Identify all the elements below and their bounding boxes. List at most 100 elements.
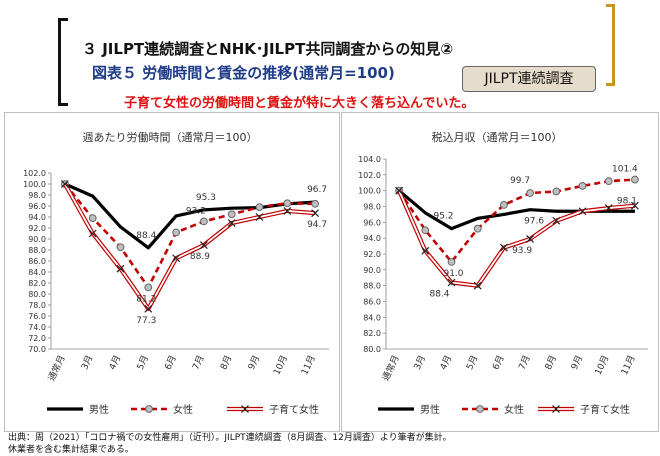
x-tick-label: 10月 xyxy=(271,354,290,377)
y-tick-label: 100.0 xyxy=(358,187,381,196)
point-female xyxy=(311,199,320,208)
point-female xyxy=(88,214,97,222)
y-tick-label: 102.0 xyxy=(358,171,381,180)
x-marker-stroke xyxy=(172,254,181,263)
point-childrearing xyxy=(421,246,430,255)
x-marker-stroke xyxy=(552,216,561,225)
x-tick-label: 通常月 xyxy=(45,353,67,383)
y-tick-label: 94.0 xyxy=(363,234,381,243)
x-marker-stroke xyxy=(255,213,264,221)
data-label: 94.7 xyxy=(307,220,327,230)
y-tick-label: 92.0 xyxy=(363,250,381,259)
x-tick-label: 11月 xyxy=(619,354,638,377)
point-female xyxy=(526,189,535,197)
y-tick-label: 104.0 xyxy=(358,155,381,164)
point-childrearing xyxy=(630,201,639,210)
legend-label: 女性 xyxy=(173,403,193,416)
x-tick-label: 5月 xyxy=(135,354,151,372)
x-marker-stroke xyxy=(227,219,236,227)
legend-label: 子育て女性 xyxy=(269,403,319,416)
y-tick-label: 76.0 xyxy=(28,312,46,321)
legend-item-male: 男性 xyxy=(47,403,109,416)
point-childrearing xyxy=(311,209,320,218)
y-tick-label: 90.0 xyxy=(28,235,46,244)
point-female xyxy=(421,226,430,235)
x-marker-stroke xyxy=(526,235,535,243)
point-female xyxy=(227,210,236,219)
data-label: 96.7 xyxy=(307,185,327,195)
x-marker-stroke xyxy=(60,180,69,188)
series-line-female xyxy=(63,183,316,289)
series-line-childrearing-inner xyxy=(64,183,316,310)
point-childrearing xyxy=(227,219,236,227)
data-label: 88.4 xyxy=(429,290,449,300)
data-label: 99.7 xyxy=(510,176,530,186)
legend-item-female: 女性 xyxy=(462,403,524,416)
x-tick-label: 5月 xyxy=(464,354,480,372)
x-marker-stroke xyxy=(578,207,587,216)
y-tick-label: 70.0 xyxy=(28,345,46,354)
footnote: 出典：周（2021）「コロナ禍での女性雇用」（近刊）。JILPT連続調査（8月調… xyxy=(8,432,452,456)
x-tick-label: 8月 xyxy=(543,354,559,372)
data-label: 93.9 xyxy=(512,246,532,256)
x-marker-stroke xyxy=(447,278,456,287)
point-childrearing xyxy=(578,207,587,216)
x-marker-stroke xyxy=(311,209,320,218)
x-tick-label: 9月 xyxy=(569,354,585,372)
point-female xyxy=(116,243,125,252)
chart-panel-working-hours: 週あたり労働時間（通常月＝100） 70.0 72.0 74.0 76.0 78.0 80.… xyxy=(4,112,340,432)
data-label: 93.2 xyxy=(186,206,206,216)
series-line-childrearing-inner xyxy=(398,190,635,287)
x-marker-stroke xyxy=(630,201,639,210)
data-label: 98.1 xyxy=(617,196,637,206)
x-marker-stroke xyxy=(499,243,508,252)
x-tick-label: 3月 xyxy=(412,354,428,372)
x-marker-stroke xyxy=(116,264,125,273)
legend-marker xyxy=(552,405,560,413)
x-tick-label: 6月 xyxy=(163,354,179,372)
point-childrearing xyxy=(255,213,264,221)
legend-item-female: 女性 xyxy=(131,403,193,416)
legend-item-childrearing: 子育て女性 xyxy=(227,403,319,416)
data-label: 95.2 xyxy=(433,212,453,222)
x-tick-label: 7月 xyxy=(190,354,206,372)
point-childrearing xyxy=(88,229,97,238)
point-childrearing xyxy=(283,207,292,215)
x-tick-label: 7月 xyxy=(517,354,533,372)
y-tick-label: 98.0 xyxy=(28,191,46,200)
data-label: 81.2 xyxy=(136,294,156,304)
x-tick-label: 6月 xyxy=(490,354,506,372)
right-bracket-decoration xyxy=(606,4,615,86)
point-female xyxy=(578,182,587,190)
x-tick-label: 10月 xyxy=(593,354,612,377)
y-tick-label: 84.0 xyxy=(28,268,46,277)
survey-badge: JILPT連続調査 xyxy=(462,66,596,92)
point-female xyxy=(144,283,153,292)
point-female xyxy=(604,177,613,186)
legend-label: 子育て女性 xyxy=(580,403,630,416)
y-tick-label: 72.0 xyxy=(28,334,46,343)
x-marker-stroke xyxy=(88,229,97,238)
point-female xyxy=(255,203,264,211)
series-line-female xyxy=(398,178,635,264)
y-tick-label: 80.0 xyxy=(363,345,381,354)
point-female xyxy=(500,201,508,209)
y-tick-label: 88.0 xyxy=(28,246,46,255)
x-marker-stroke xyxy=(395,186,404,195)
footnote-line-1: 出典：周（2021）「コロナ禍での女性雇用」（近刊）。JILPT連続調査（8月調… xyxy=(8,433,452,443)
data-label: 88.9 xyxy=(190,252,210,262)
point-childrearing xyxy=(447,278,456,287)
data-label: 77.3 xyxy=(136,316,156,326)
y-tick-label: 74.0 xyxy=(28,323,46,332)
chart-panel-monthly-income: 税込月収（通常月＝100） 80.0 82.0 84.0 86.0 88.0 90.0 92.… xyxy=(341,112,659,432)
x-tick-label: 4月 xyxy=(438,354,454,372)
x-tick-label: 8月 xyxy=(218,354,234,372)
y-tick-label: 88.0 xyxy=(363,282,381,291)
point-childrearing xyxy=(473,281,482,290)
data-label: 88.4 xyxy=(136,231,156,241)
point-female xyxy=(172,228,181,237)
point-childrearing xyxy=(144,304,153,313)
point-childrearing xyxy=(552,216,561,225)
point-childrearing xyxy=(499,243,508,252)
y-tick-label: 84.0 xyxy=(363,313,381,322)
